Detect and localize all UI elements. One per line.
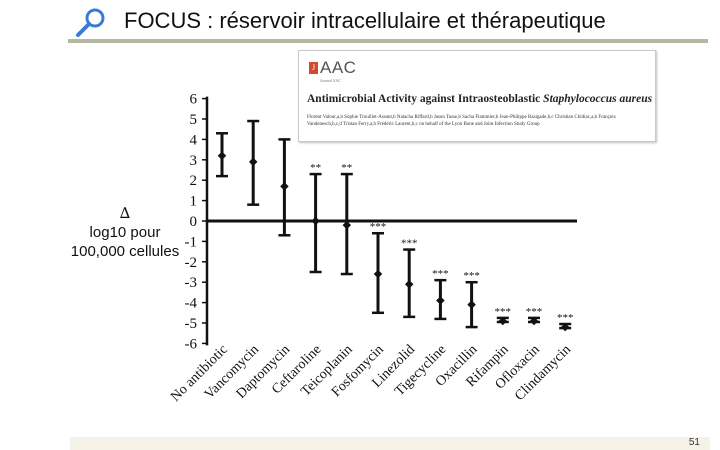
y-axis-label-line2: 100,000 cellules (70, 243, 180, 260)
data-point (248, 157, 258, 167)
data-point (560, 322, 570, 332)
y-tick-label: -3 (185, 275, 198, 291)
journal-logo-box: J (309, 62, 318, 74)
y-tick-label: -2 (185, 255, 198, 271)
y-tick-label: 4 (190, 132, 198, 148)
article-title: Antimicrobial Activity against Intraoste… (307, 93, 652, 105)
y-axis-side-label: ∆ log10 pour 100,000 cellules (50, 204, 200, 261)
data-point (373, 269, 383, 279)
y-tick-label: -1 (185, 234, 198, 250)
significance-label: *** (401, 238, 418, 250)
chart-marks (216, 119, 572, 332)
footer-bar (70, 437, 710, 450)
y-tick-label: 3 (190, 153, 198, 169)
data-point (342, 220, 352, 230)
magnifier-icon (76, 8, 105, 37)
significance-label: *** (557, 312, 574, 324)
significance-label: *** (526, 306, 543, 318)
article-title-species: Staphylococcus aureus (543, 93, 653, 105)
y-axis-label-line1: ∆ log10 pour (50, 204, 200, 242)
journal-logo-subtext: Journal AAC (320, 78, 341, 83)
delta-symbol: ∆ (119, 204, 131, 222)
article-authors: Florent Valour,a,b Sophie Trouillet-Assa… (307, 115, 616, 127)
data-point (311, 216, 320, 226)
article-header-image: J AAC Journal AAC Antimicrobial Activity… (298, 50, 656, 142)
data-point (529, 316, 539, 326)
significance-label: ** (341, 162, 352, 174)
y-tick-label: 6 (190, 92, 198, 108)
data-point (467, 300, 476, 309)
data-point (280, 182, 289, 191)
significance-label: *** (370, 221, 387, 233)
article-title-text: Antimicrobial Activity against Intraoste… (307, 93, 544, 105)
data-point (404, 279, 414, 289)
significance-label: ** (310, 162, 321, 174)
slide-title: FOCUS : réservoir intracellulaire et thé… (124, 8, 606, 33)
journal-logo-text: AAC (320, 58, 357, 77)
y-tick-label: 2 (190, 173, 198, 189)
y-tick-label: 0 (190, 214, 198, 230)
data-point (217, 151, 227, 160)
data-point (498, 316, 508, 326)
y-tick-label: 5 (190, 112, 198, 128)
chart-axes (202, 96, 577, 346)
journal-logo: J AAC Journal AAC (309, 58, 357, 88)
data-point (436, 296, 445, 305)
page-number: 51 (688, 437, 700, 448)
significance-label: *** (432, 268, 449, 280)
y-tick-label: -6 (185, 336, 198, 352)
y-tick-label: 1 (190, 194, 198, 210)
significance-label: *** (463, 270, 480, 282)
y-axis-label-text: log10 pour (89, 224, 161, 241)
significance-label: *** (495, 306, 512, 318)
title-divider (68, 39, 708, 43)
y-tick-label: -5 (185, 316, 198, 332)
y-tick-label: -4 (185, 296, 198, 312)
